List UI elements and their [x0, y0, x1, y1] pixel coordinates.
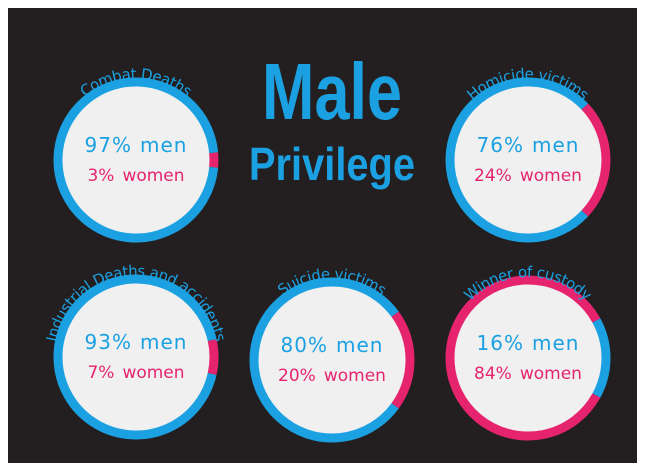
- donut-label: 80% men: [281, 333, 384, 357]
- title-line2: Privilege: [249, 138, 415, 190]
- donut-label: 24% women: [474, 166, 582, 186]
- donut-center: [62, 86, 210, 234]
- donut-segment: [445, 275, 601, 441]
- donut-segment: [53, 274, 217, 440]
- donut-label: 3% women: [87, 166, 184, 186]
- donut-label: 84% women: [474, 364, 582, 384]
- donut-label: 93% men: [85, 330, 188, 354]
- donut-label: 97% men: [85, 133, 188, 157]
- donut-segment: [249, 277, 399, 443]
- donut-label: 76% men: [477, 133, 580, 157]
- donut-segment: [592, 318, 611, 398]
- donut-center: [454, 86, 602, 234]
- donut-segment: [207, 339, 219, 375]
- donut-center: [454, 284, 602, 432]
- donut-center: [62, 283, 210, 431]
- donut-center: [258, 286, 406, 434]
- title-line1: Male: [262, 47, 402, 136]
- donut-segment: [445, 77, 589, 243]
- donut-label: 7% women: [87, 363, 184, 383]
- donut-segment: [391, 311, 415, 409]
- donut-label: 20% women: [278, 366, 386, 386]
- donut-segment: [53, 77, 219, 243]
- donut-segment: [581, 103, 611, 217]
- donut-label: 16% men: [477, 331, 580, 355]
